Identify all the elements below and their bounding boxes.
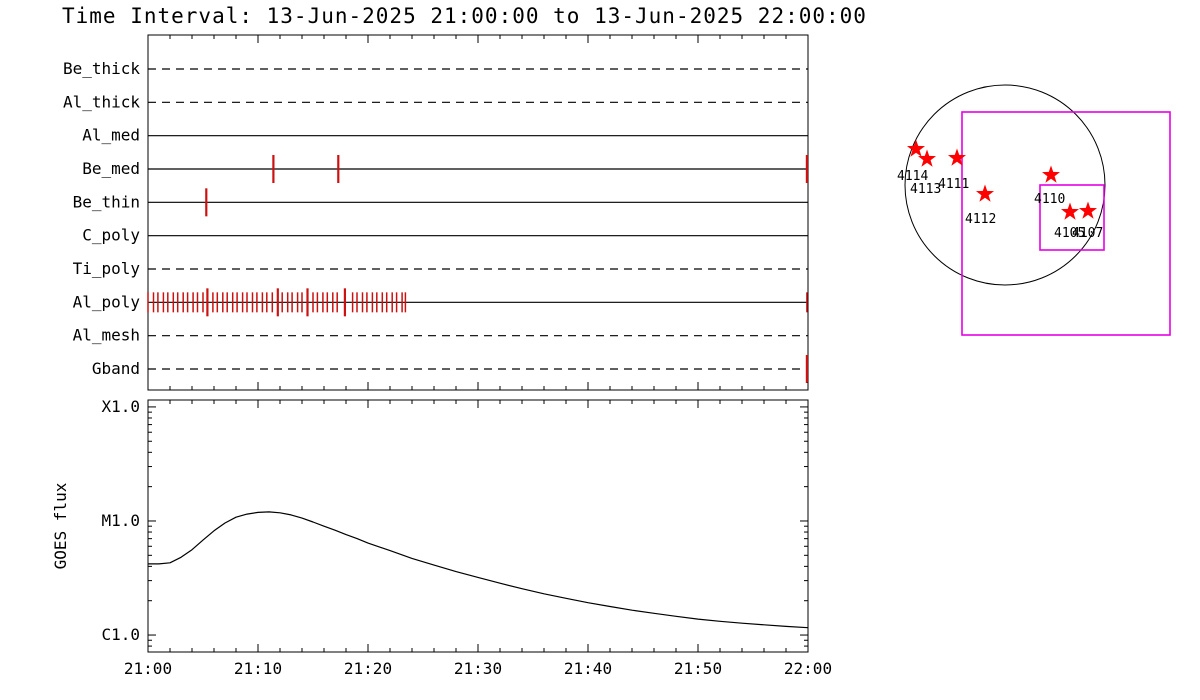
filter-row-label-Al_med: Al_med [82,126,140,145]
filter-row-label-Be_thin: Be_thin [73,192,140,211]
goes-frame [147,399,809,653]
goes-xtick-label: 21:00 [124,659,172,678]
active-region-label-4111: 4111 [938,177,969,192]
plot-title: Time Interval: 13-Jun-2025 21:00:00 to 1… [62,4,867,28]
active-region-star-4107 [1079,201,1097,219]
active-region-star-4110 [1042,165,1060,183]
active-region-star-4113 [918,149,936,167]
goes-y-axis-title: GOES flux [51,482,70,569]
goes-xtick-label: 21:50 [674,659,722,678]
filter-timeline-panel: Be_thick Al_thick Al_med Be_med Be_thin C_pol… [63,34,809,391]
active-region-label-4113: 4113 [910,182,941,197]
goes-ytick-label: X1.0 [101,397,140,416]
fov-box-small [1039,184,1105,251]
filter-row-label-Al_poly: Al_poly [73,292,141,311]
filter-row-label-Al_thick: Al_thick [63,92,140,111]
active-region-star-4112 [976,184,994,202]
goes-ytick-label: C1.0 [101,625,140,644]
filter-row-label-Ti_poly: Ti_poly [73,259,141,278]
solar-limb-circle [904,84,1106,286]
filter-row-label-Al_mesh: Al_mesh [73,326,140,345]
active-region-label-4110: 4110 [1034,192,1065,207]
active-region-label-4112: 4112 [965,212,996,227]
active-region-star-4114 [907,139,925,157]
filter-row-label-C_poly: C_poly [82,226,140,245]
active-region-label-4105: 4105 [1054,226,1085,241]
filter-row-label-Be_med: Be_med [82,159,140,178]
filter-row-label-Gband: Gband [92,359,140,378]
goes-ytick-label: M1.0 [101,511,140,530]
active-region-label-4107: 4107 [1072,226,1103,241]
goes-flux-curve [148,511,809,629]
goes-xtick-label: 21:20 [344,659,392,678]
filter-row-label-Be_thick: Be_thick [63,59,140,78]
active-region-star-4105 [1061,202,1079,220]
timeline-frame [147,34,809,391]
goes-xtick-label: 22:00 [784,659,832,678]
goes-xtick-label: 21:40 [564,659,612,678]
goes-xtick-label: 21:30 [454,659,502,678]
goes-xtick-label: 21:10 [234,659,282,678]
active-region-star-4111 [948,148,966,166]
active-region-label-4114: 4114 [897,169,928,184]
goes-flux-panel: X1.0 M1.0 C1.0 21:00 21:10 21:20 21:30 21:40 21:… [51,397,832,678]
fov-box-large [961,111,1171,336]
